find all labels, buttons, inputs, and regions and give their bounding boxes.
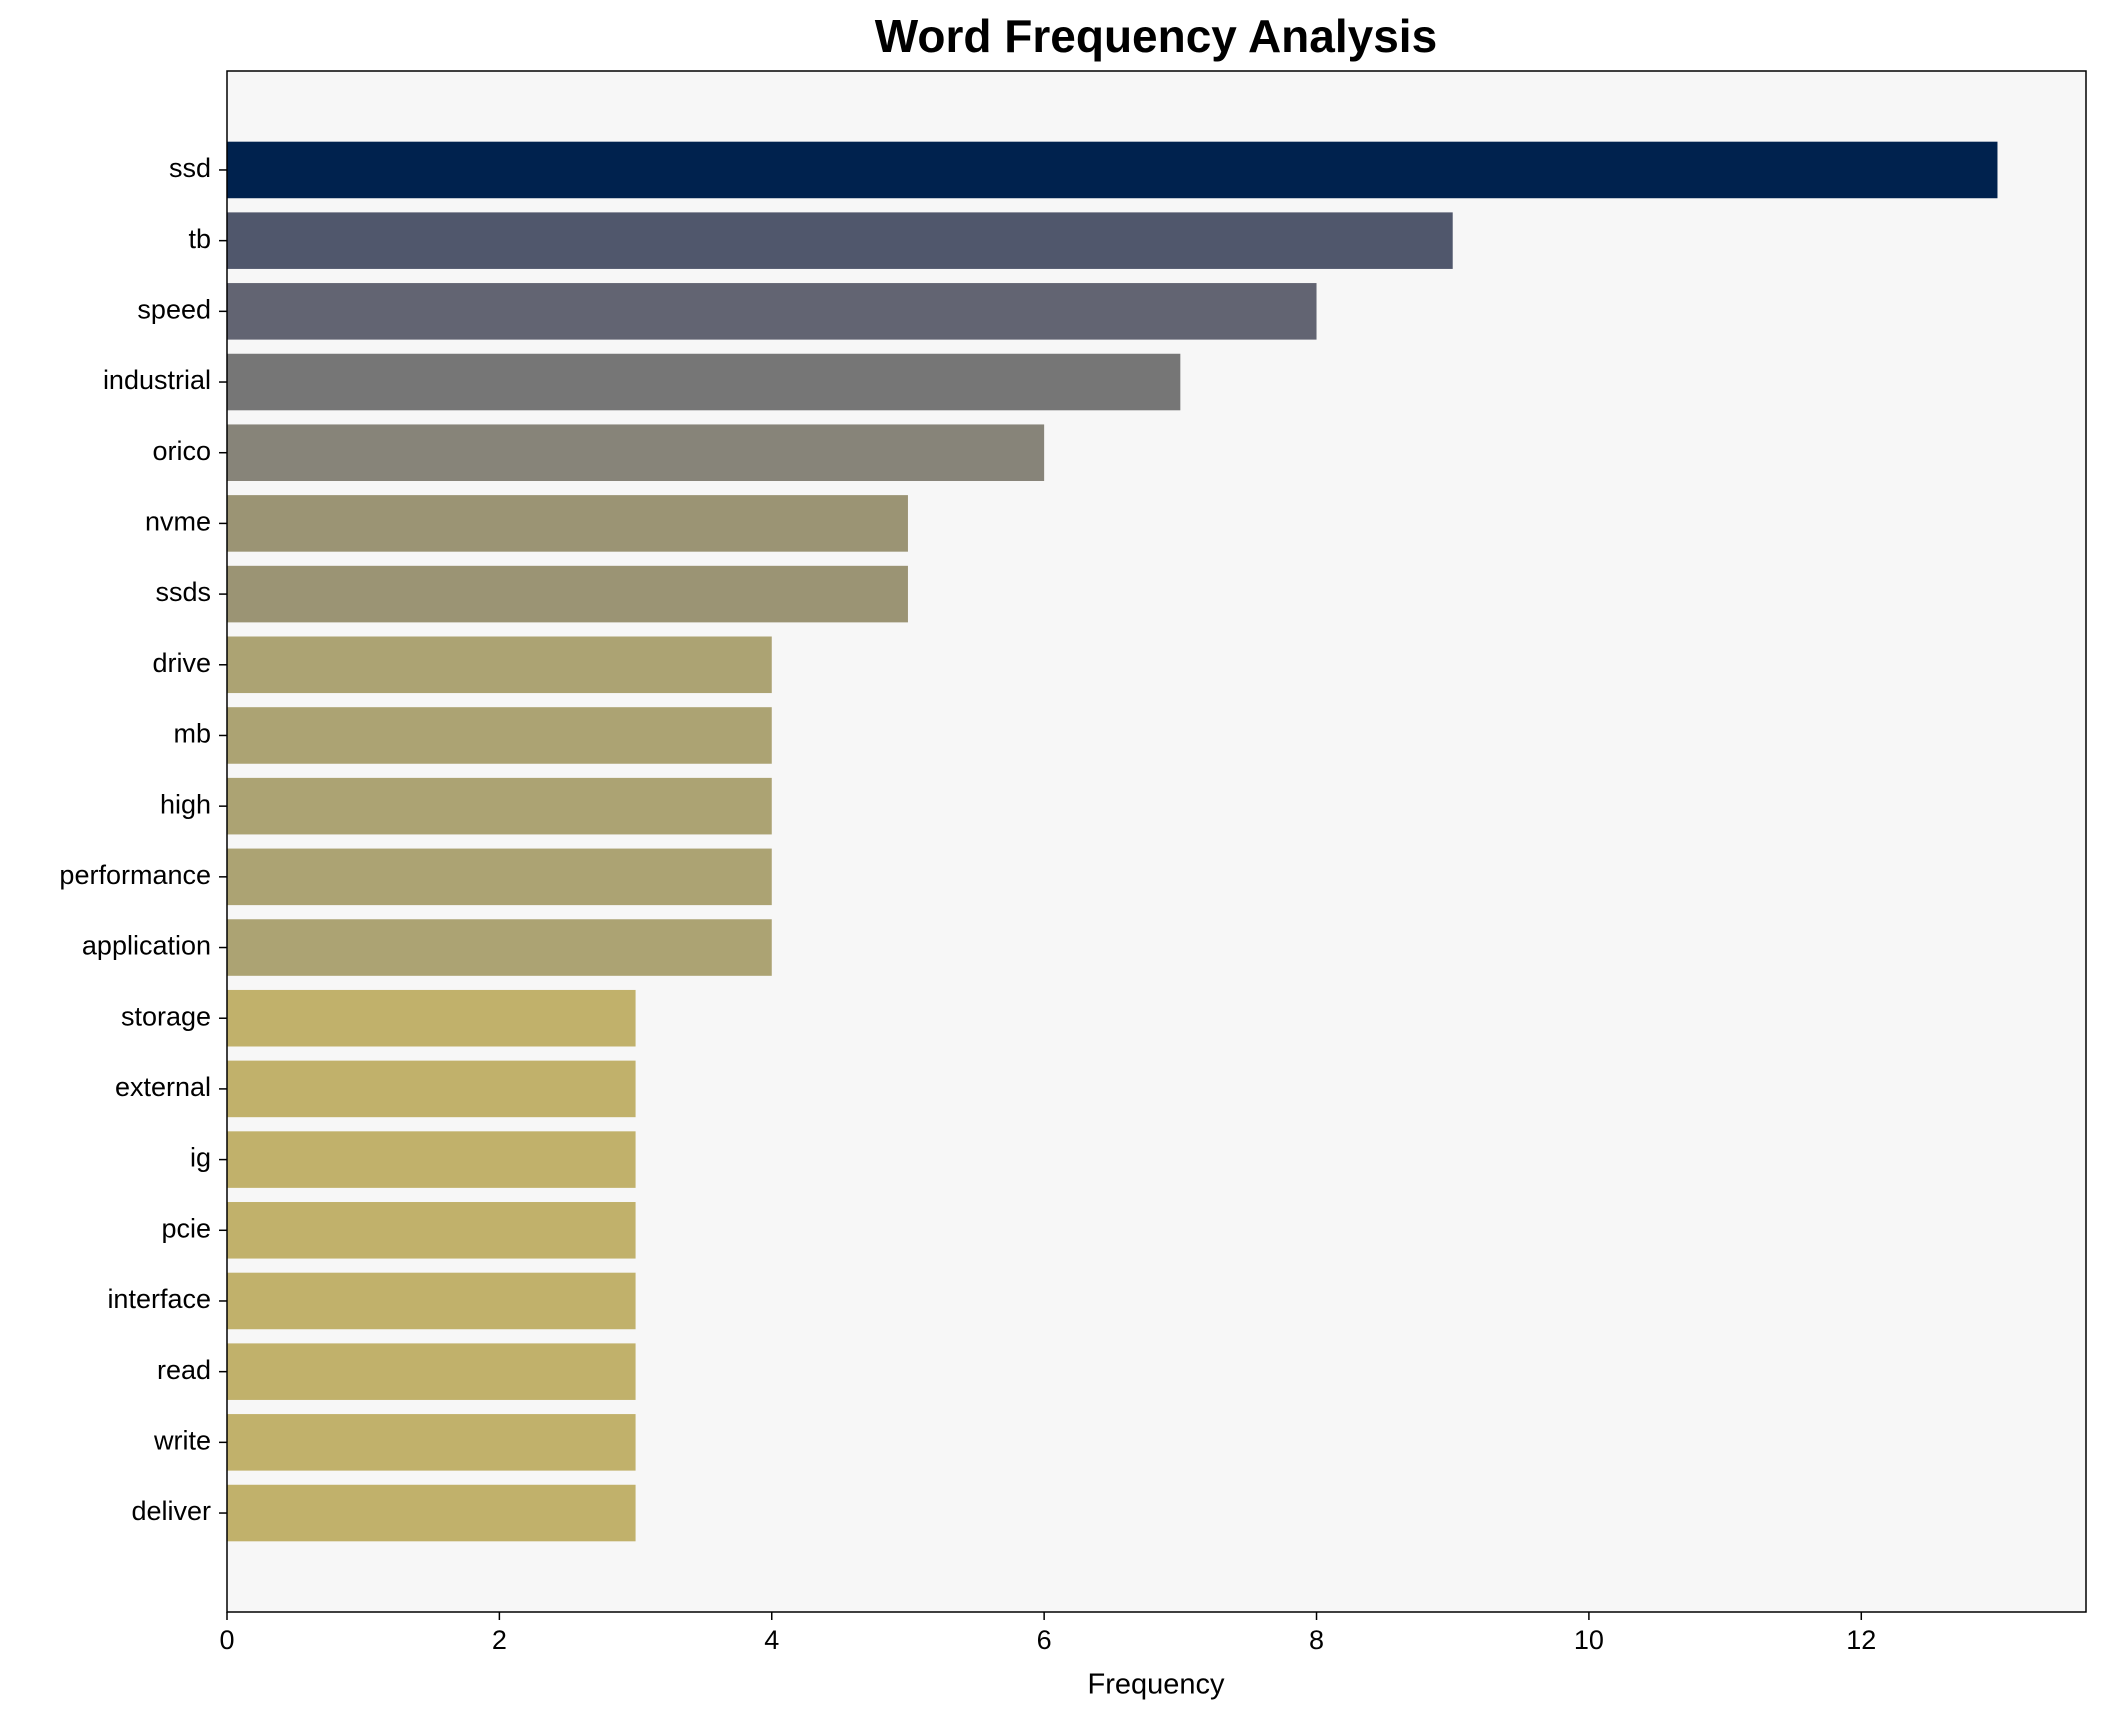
y-tick-label: performance: [59, 860, 211, 890]
bar: [227, 636, 772, 694]
y-tick-label: interface: [107, 1284, 211, 1314]
x-tick-label: 4: [764, 1625, 779, 1655]
bar: [227, 1060, 636, 1118]
bar: [227, 777, 772, 835]
bar: [227, 919, 772, 976]
x-tick-label: 8: [1309, 1625, 1324, 1655]
x-axis-label: Frequency: [1087, 1669, 1225, 1701]
x-tick-label: 10: [1574, 1625, 1604, 1655]
bar: [227, 707, 772, 764]
x-tick-label: 0: [219, 1625, 234, 1655]
bar: [227, 495, 908, 552]
y-tick-label: external: [115, 1072, 211, 1102]
bar: [227, 212, 1453, 269]
y-tick-label: ig: [190, 1143, 211, 1173]
plot-frame: [226, 70, 2087, 1613]
y-tick-label: write: [153, 1425, 211, 1455]
y-tick-label: storage: [121, 1001, 211, 1031]
chart-title: Word Frequency Analysis: [875, 10, 1437, 62]
bar: [227, 989, 636, 1047]
y-tick-label: read: [157, 1355, 211, 1385]
y-tick-label: deliver: [131, 1496, 211, 1526]
y-tick-label: nvme: [145, 507, 211, 537]
bar: [227, 1202, 636, 1259]
bar: [227, 565, 908, 623]
x-tick-label: 12: [1846, 1625, 1876, 1655]
y-tick-label: application: [82, 931, 211, 961]
bar: [227, 141, 1998, 199]
bar: [227, 1343, 636, 1400]
bar: [227, 1484, 636, 1542]
x-tick-label: 2: [492, 1625, 507, 1655]
y-tick-label: ssd: [169, 153, 211, 183]
bar: [227, 424, 1045, 481]
y-tick-label: drive: [152, 648, 211, 678]
bar: [227, 283, 1317, 340]
y-tick-label: pcie: [161, 1213, 211, 1243]
y-tick-label: tb: [188, 224, 211, 254]
bar: [227, 353, 1181, 411]
bar: [227, 1131, 636, 1188]
x-tick-label: 6: [1037, 1625, 1052, 1655]
y-tick-label: orico: [152, 436, 211, 466]
bar: [227, 1414, 636, 1471]
bar: [227, 848, 772, 906]
y-tick-label: industrial: [103, 365, 211, 395]
bar: [227, 1272, 636, 1330]
y-tick-label: ssds: [155, 577, 211, 607]
y-tick-label: mb: [173, 719, 211, 749]
y-tick-label: high: [160, 789, 211, 819]
y-tick-label: speed: [137, 294, 211, 324]
